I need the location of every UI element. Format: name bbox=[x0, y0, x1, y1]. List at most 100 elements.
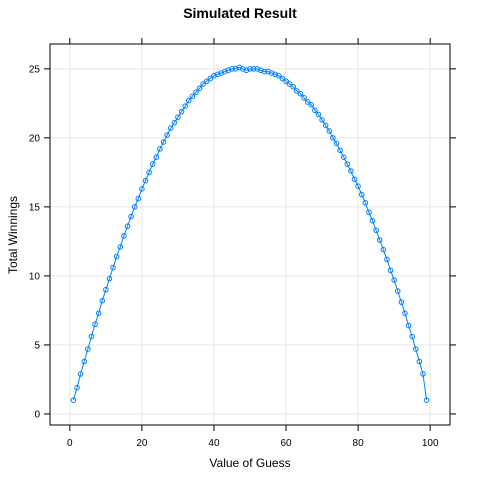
data-point bbox=[326, 128, 333, 134]
x-tick-label: 60 bbox=[280, 438, 292, 449]
data-point bbox=[92, 321, 98, 328]
data-point bbox=[351, 176, 358, 183]
data-point bbox=[146, 169, 152, 176]
data-point bbox=[247, 66, 253, 72]
data-point bbox=[113, 253, 120, 260]
y-tick-label: 5 bbox=[34, 340, 40, 351]
data-point bbox=[315, 111, 322, 118]
data-point bbox=[423, 397, 430, 403]
data-point bbox=[373, 227, 379, 234]
data-point bbox=[164, 132, 170, 138]
data-point bbox=[265, 68, 271, 75]
data-point bbox=[258, 67, 264, 74]
data-point bbox=[405, 322, 412, 329]
data-point bbox=[203, 78, 210, 85]
data-point bbox=[110, 264, 116, 271]
data-point bbox=[387, 267, 394, 274]
data-point bbox=[250, 66, 257, 72]
x-tick-label: 80 bbox=[353, 438, 365, 449]
x-tick-label: 0 bbox=[67, 438, 73, 449]
data-point bbox=[128, 213, 134, 220]
data-point bbox=[189, 93, 196, 100]
data-point bbox=[312, 107, 318, 114]
x-tick-label: 100 bbox=[422, 438, 439, 449]
data-point bbox=[211, 72, 217, 79]
y-tick-label: 10 bbox=[29, 271, 41, 282]
data-point bbox=[196, 85, 203, 91]
y-tick-label: 20 bbox=[29, 133, 41, 144]
data-point bbox=[319, 117, 325, 123]
data-point bbox=[95, 310, 102, 316]
data-point bbox=[243, 67, 250, 74]
x-tick-label: 40 bbox=[208, 438, 220, 449]
data-point bbox=[380, 246, 387, 253]
data-point bbox=[124, 223, 131, 230]
data-point bbox=[358, 191, 365, 198]
data-point bbox=[214, 71, 221, 78]
data-point bbox=[384, 256, 390, 263]
data-point bbox=[333, 140, 340, 147]
data-point bbox=[117, 244, 124, 250]
data-point bbox=[304, 99, 311, 105]
data-point bbox=[409, 333, 415, 340]
y-axis-label: Total Winnings bbox=[6, 196, 20, 274]
data-point bbox=[362, 199, 369, 206]
y-tick-label: 15 bbox=[29, 202, 41, 213]
data-point bbox=[340, 154, 347, 160]
data-point bbox=[160, 139, 167, 145]
data-point bbox=[239, 66, 246, 72]
data-point bbox=[99, 297, 106, 304]
data-point bbox=[153, 154, 160, 160]
data-point bbox=[135, 195, 142, 202]
data-point bbox=[330, 135, 336, 141]
data-point bbox=[308, 101, 315, 108]
data-point bbox=[286, 81, 293, 87]
x-tick-label: 20 bbox=[136, 438, 148, 449]
data-point bbox=[139, 186, 145, 192]
data-point bbox=[178, 108, 185, 115]
data-point bbox=[229, 66, 235, 72]
data-point bbox=[402, 310, 408, 316]
data-point bbox=[290, 83, 297, 90]
series-line bbox=[72, 66, 428, 401]
data-point bbox=[182, 103, 188, 109]
data-point bbox=[283, 78, 289, 85]
data-point bbox=[394, 288, 401, 294]
data-point bbox=[171, 119, 178, 126]
data-point bbox=[344, 161, 351, 167]
data-point bbox=[279, 75, 286, 82]
data-point bbox=[376, 237, 383, 243]
data-point bbox=[221, 68, 228, 75]
y-tick-label: 25 bbox=[29, 64, 41, 75]
data-point bbox=[149, 161, 156, 167]
data-point bbox=[207, 75, 214, 82]
data-point bbox=[103, 286, 109, 293]
data-point bbox=[297, 90, 304, 97]
y-tick-label: 0 bbox=[34, 409, 40, 420]
grid bbox=[50, 44, 450, 425]
data-point bbox=[85, 346, 91, 352]
data-point bbox=[272, 71, 279, 78]
data-point bbox=[337, 147, 343, 154]
data-point bbox=[294, 88, 300, 94]
data-point bbox=[74, 384, 80, 391]
data-point bbox=[77, 371, 84, 377]
data-point bbox=[175, 114, 181, 120]
data-point bbox=[322, 122, 329, 129]
data-point bbox=[236, 64, 242, 71]
data-point bbox=[391, 277, 397, 283]
plot-frame bbox=[49, 43, 451, 426]
data-point bbox=[261, 68, 268, 75]
data-point bbox=[420, 371, 426, 377]
data-point bbox=[131, 204, 138, 210]
data-point bbox=[81, 358, 88, 365]
x-axis-label: Value of Guess bbox=[209, 456, 290, 470]
data-point bbox=[88, 333, 95, 340]
data-point bbox=[142, 177, 149, 184]
data-point bbox=[200, 81, 206, 87]
axis-ticks: 0 20 40 60 80 100 0 5 10 15 20 25 bbox=[29, 38, 456, 449]
data-point bbox=[167, 125, 174, 132]
data-point bbox=[369, 217, 376, 224]
data-point bbox=[106, 275, 113, 282]
